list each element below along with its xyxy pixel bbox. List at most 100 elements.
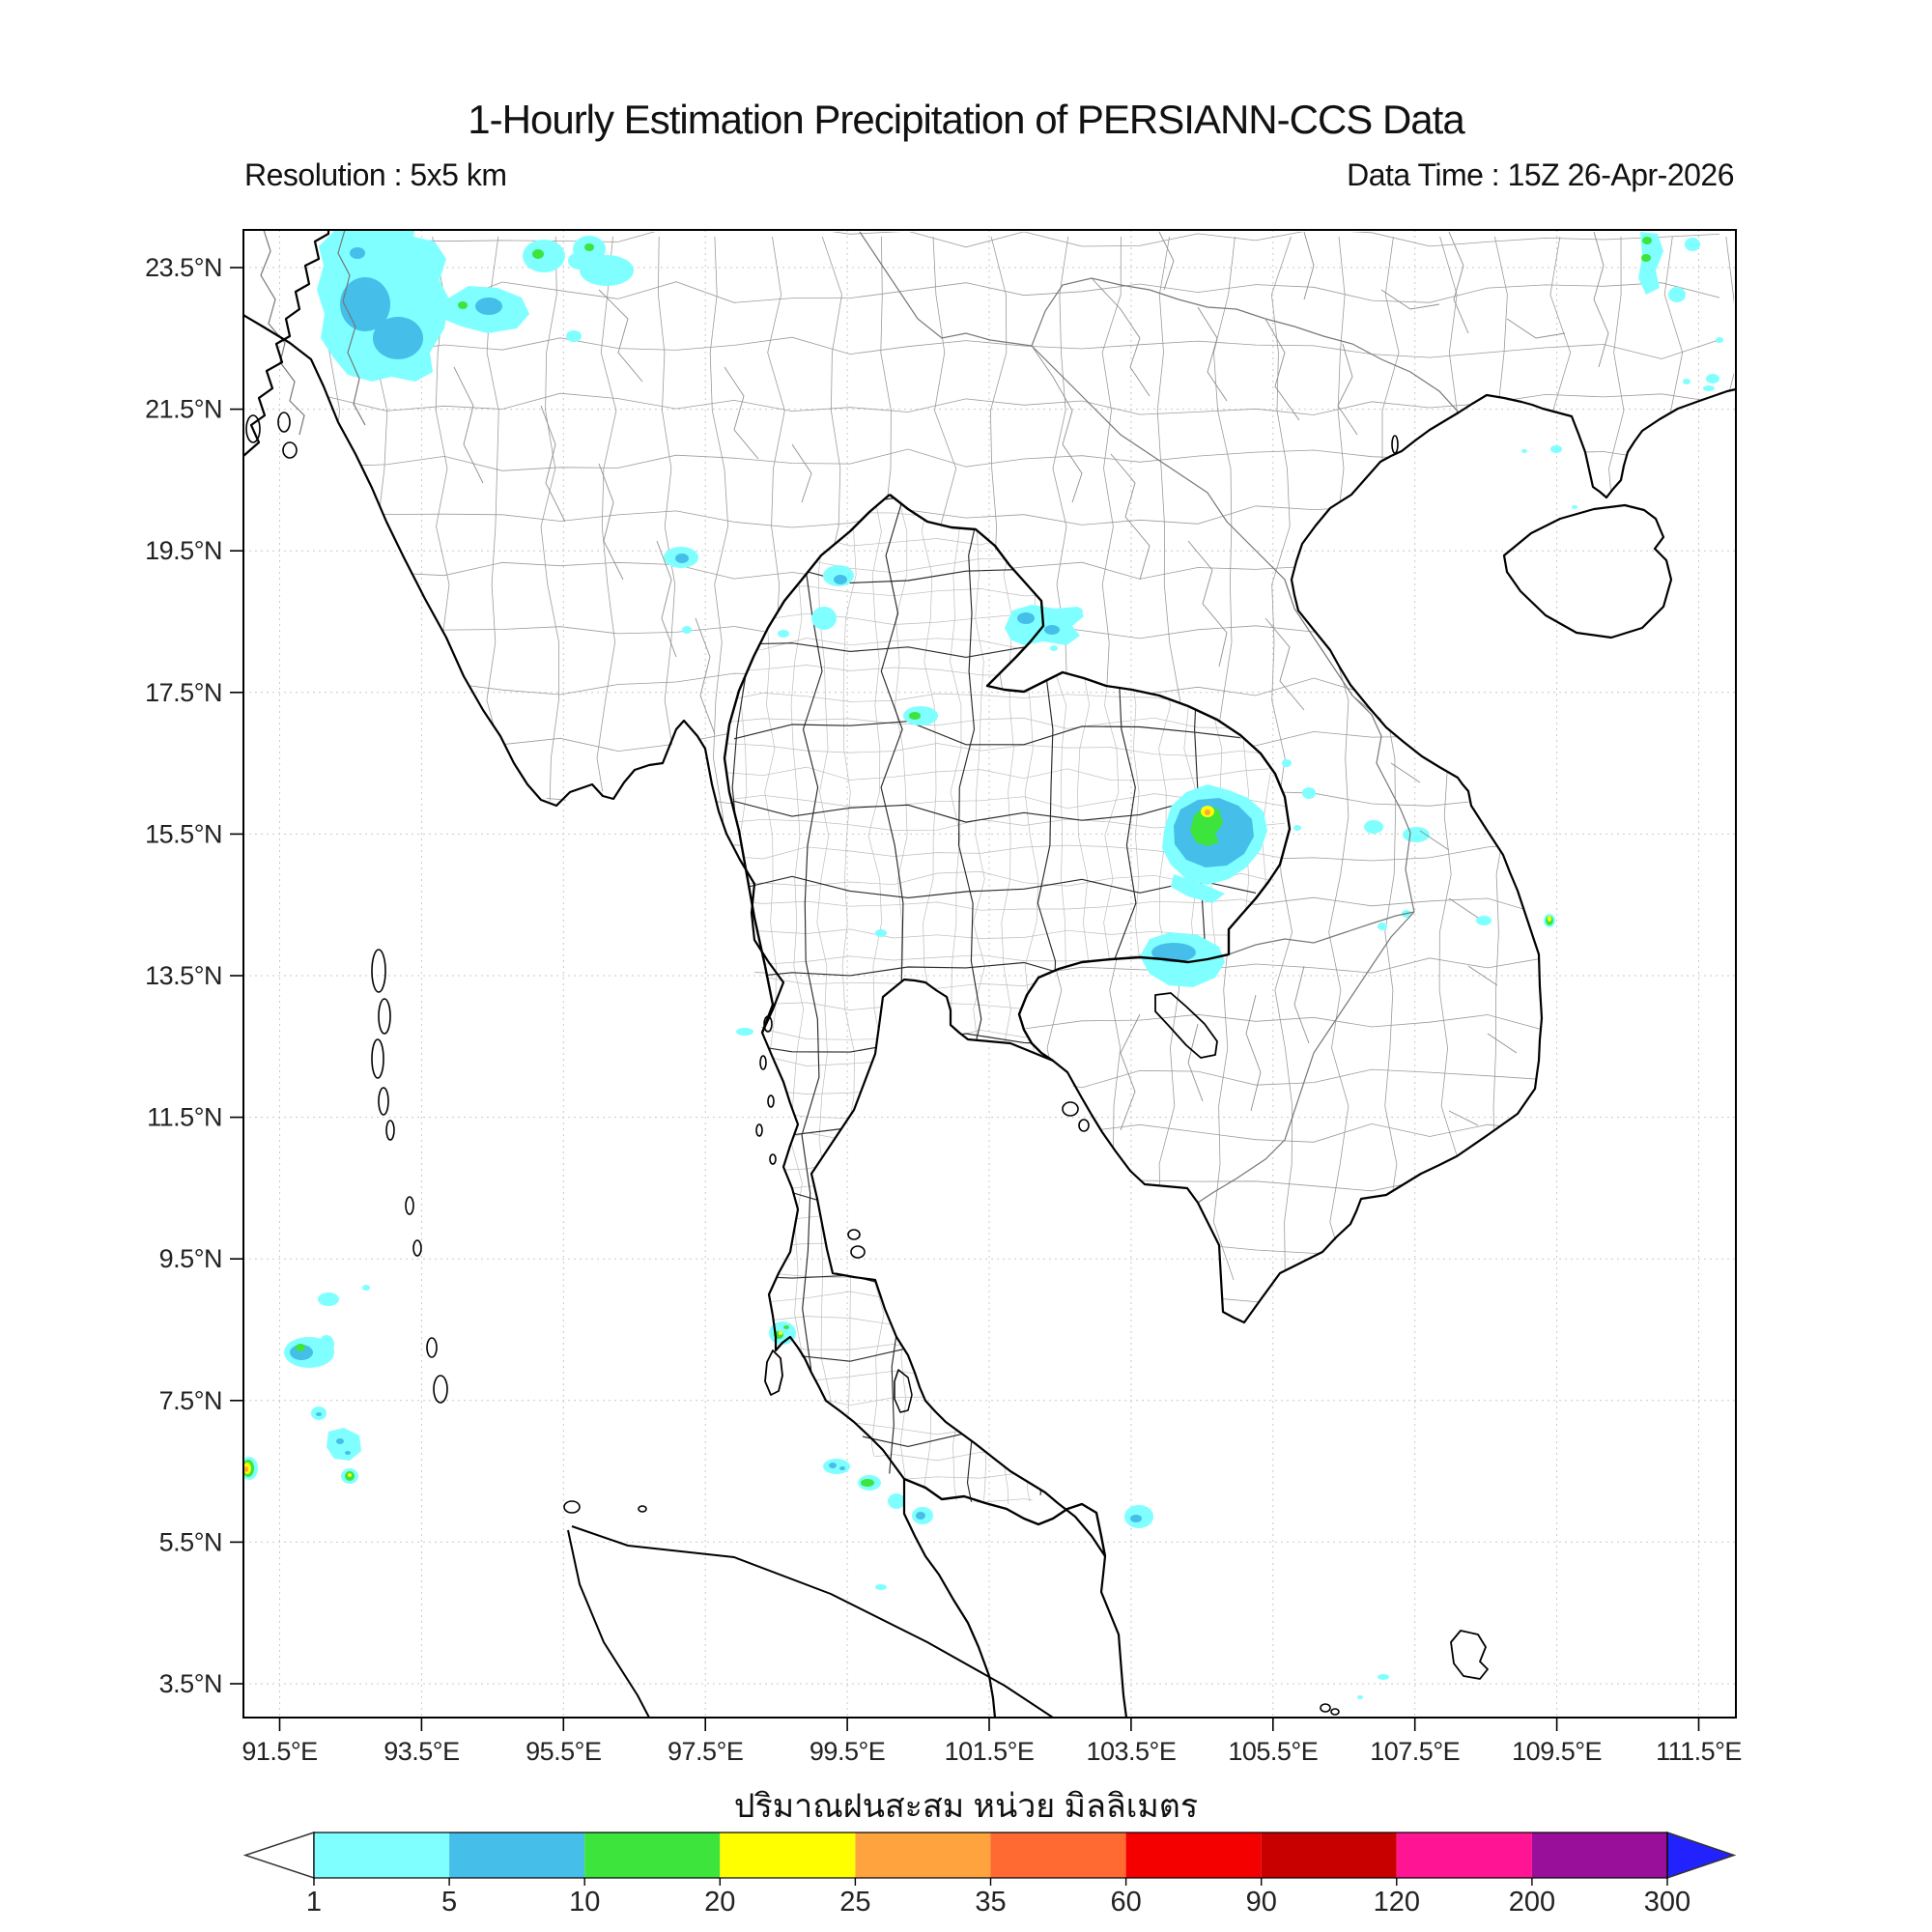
colorbar-segment (1531, 1833, 1667, 1878)
precip-patch-b (290, 1345, 313, 1360)
precip-patch-o (1205, 810, 1210, 815)
precip-patch-c (523, 240, 565, 272)
precip-patch-c (875, 929, 887, 937)
graticule (243, 230, 1736, 1718)
coast-mainland-west (243, 313, 997, 1718)
y-tick-label: 13.5°N (145, 961, 222, 990)
border-cambodia-vietnam (1197, 911, 1415, 1204)
precip-patch-c (1683, 379, 1690, 384)
precip-patch-c (1550, 445, 1562, 453)
x-tick-label: 101.5°E (945, 1737, 1035, 1766)
neighbor-admin-lines (453, 231, 1609, 1131)
precip-patch-c (1706, 374, 1719, 384)
x-tick-label: 91.5°E (242, 1737, 317, 1766)
precip-patch-c (888, 1493, 905, 1509)
colorbar-under-arrow (242, 1831, 315, 1880)
precip-patch-b (373, 317, 423, 359)
island (767, 1094, 775, 1108)
precip-patch-c (811, 607, 837, 630)
resolution-label: Resolution : 5x5 km (244, 157, 507, 192)
datatime-label: Data Time : 15Z 26-Apr-2026 (1347, 157, 1734, 192)
colorbar: 1 5 10 20 25 35 60 90 120 200 300 (242, 1831, 1737, 1918)
lake-songkhla (894, 1369, 913, 1413)
coast-gulf-east (810, 387, 1736, 1718)
precip-patch-g (1642, 237, 1652, 244)
thailand-district-mesh (724, 495, 1290, 1505)
colorbar-level-label: 90 (1246, 1887, 1277, 1918)
precip-patch-c (319, 1335, 334, 1354)
island (282, 441, 298, 459)
precip-patch-b (340, 277, 390, 331)
border-india-myanmar-1 (260, 230, 305, 436)
precip-patch-c (327, 1428, 361, 1461)
island (850, 1245, 866, 1259)
coast-sumatra-west (567, 1529, 650, 1718)
precip-patch-c (566, 330, 582, 342)
precip-patch-c (1050, 645, 1058, 651)
island (1062, 1101, 1079, 1117)
x-tick-label: 99.5°E (810, 1737, 885, 1766)
precip-patch-b (336, 1438, 344, 1444)
precip-patch-c (1378, 923, 1387, 930)
precip-patch-c (1703, 385, 1715, 391)
island (405, 1196, 414, 1215)
precip-patch-c (1572, 505, 1577, 509)
precip-patch-c (1716, 337, 1723, 343)
island-phuket (764, 1350, 783, 1396)
border-vietnam-china (1031, 277, 1460, 413)
thai-unit-caption: ปริมาณฝนสะสม หน่วย มิลลิเมตร (733, 1788, 1199, 1825)
precip-patch-b (1044, 625, 1060, 635)
y-axis: 23.5°N 21.5°N 19.5°N 17.5°N 15.5°N 13.5°N 11.5… (145, 253, 243, 1698)
island (769, 1153, 777, 1165)
precip-patch-c (1685, 238, 1700, 251)
border-myanmar-china (859, 231, 1033, 347)
colorbar-level-label: 1 (306, 1887, 322, 1918)
colorbar-level-label: 25 (839, 1887, 870, 1918)
precip-patch-b (350, 247, 365, 259)
island (759, 1055, 767, 1070)
precip-patch-g (783, 1325, 789, 1329)
colorbar-segment (1125, 1833, 1262, 1878)
precip-patch-g (909, 712, 921, 720)
y-tick-label: 3.5°N (159, 1669, 222, 1698)
island (245, 414, 261, 443)
precip-patch-c (1073, 608, 1083, 615)
island (412, 1239, 422, 1257)
precip-patch-b (475, 298, 502, 315)
island (378, 1087, 389, 1116)
x-tick-label: 105.5°E (1228, 1737, 1318, 1766)
island (371, 949, 386, 993)
y-tick-label: 19.5°N (145, 536, 222, 565)
coast-bangladesh (243, 230, 330, 457)
precip-patch-b (1017, 612, 1035, 624)
small-islands (245, 412, 1399, 1716)
thailand-border (723, 494, 1292, 1557)
precip-patch-g (532, 249, 544, 259)
colorbar-level-label: 120 (1374, 1887, 1420, 1918)
precip-patch-b (1151, 943, 1196, 962)
island (563, 1500, 581, 1514)
colorbar-level-label: 5 (441, 1887, 457, 1918)
precip-patch-b (345, 1451, 351, 1455)
page-title: 1-Hourly Estimation Precipitation of PER… (468, 97, 1464, 142)
y-tick-label: 23.5°N (145, 253, 222, 282)
colorbar-level-label: 20 (704, 1887, 735, 1918)
precip-patch-c (1302, 787, 1316, 799)
colorbar-level-label: 60 (1110, 1887, 1141, 1918)
precip-patch-c (1521, 449, 1527, 453)
precip-patch-b (1130, 1515, 1142, 1522)
island-natuna (1450, 1630, 1489, 1680)
island (277, 412, 291, 433)
precip-patch-g (296, 1344, 305, 1351)
precip-patch-g (861, 1479, 874, 1487)
y-tick-label: 15.5°N (145, 819, 222, 848)
precip-patch-b (839, 1466, 845, 1470)
border-india-myanmar-2 (337, 230, 366, 426)
colorbar-over-arrow (1666, 1831, 1737, 1880)
precip-patch-g (584, 243, 594, 251)
precip-patch-c (1638, 232, 1663, 295)
coast-sumatra-ne (571, 1525, 1054, 1718)
x-tick-label: 97.5°E (668, 1737, 743, 1766)
precip-patch-c (823, 1459, 850, 1474)
